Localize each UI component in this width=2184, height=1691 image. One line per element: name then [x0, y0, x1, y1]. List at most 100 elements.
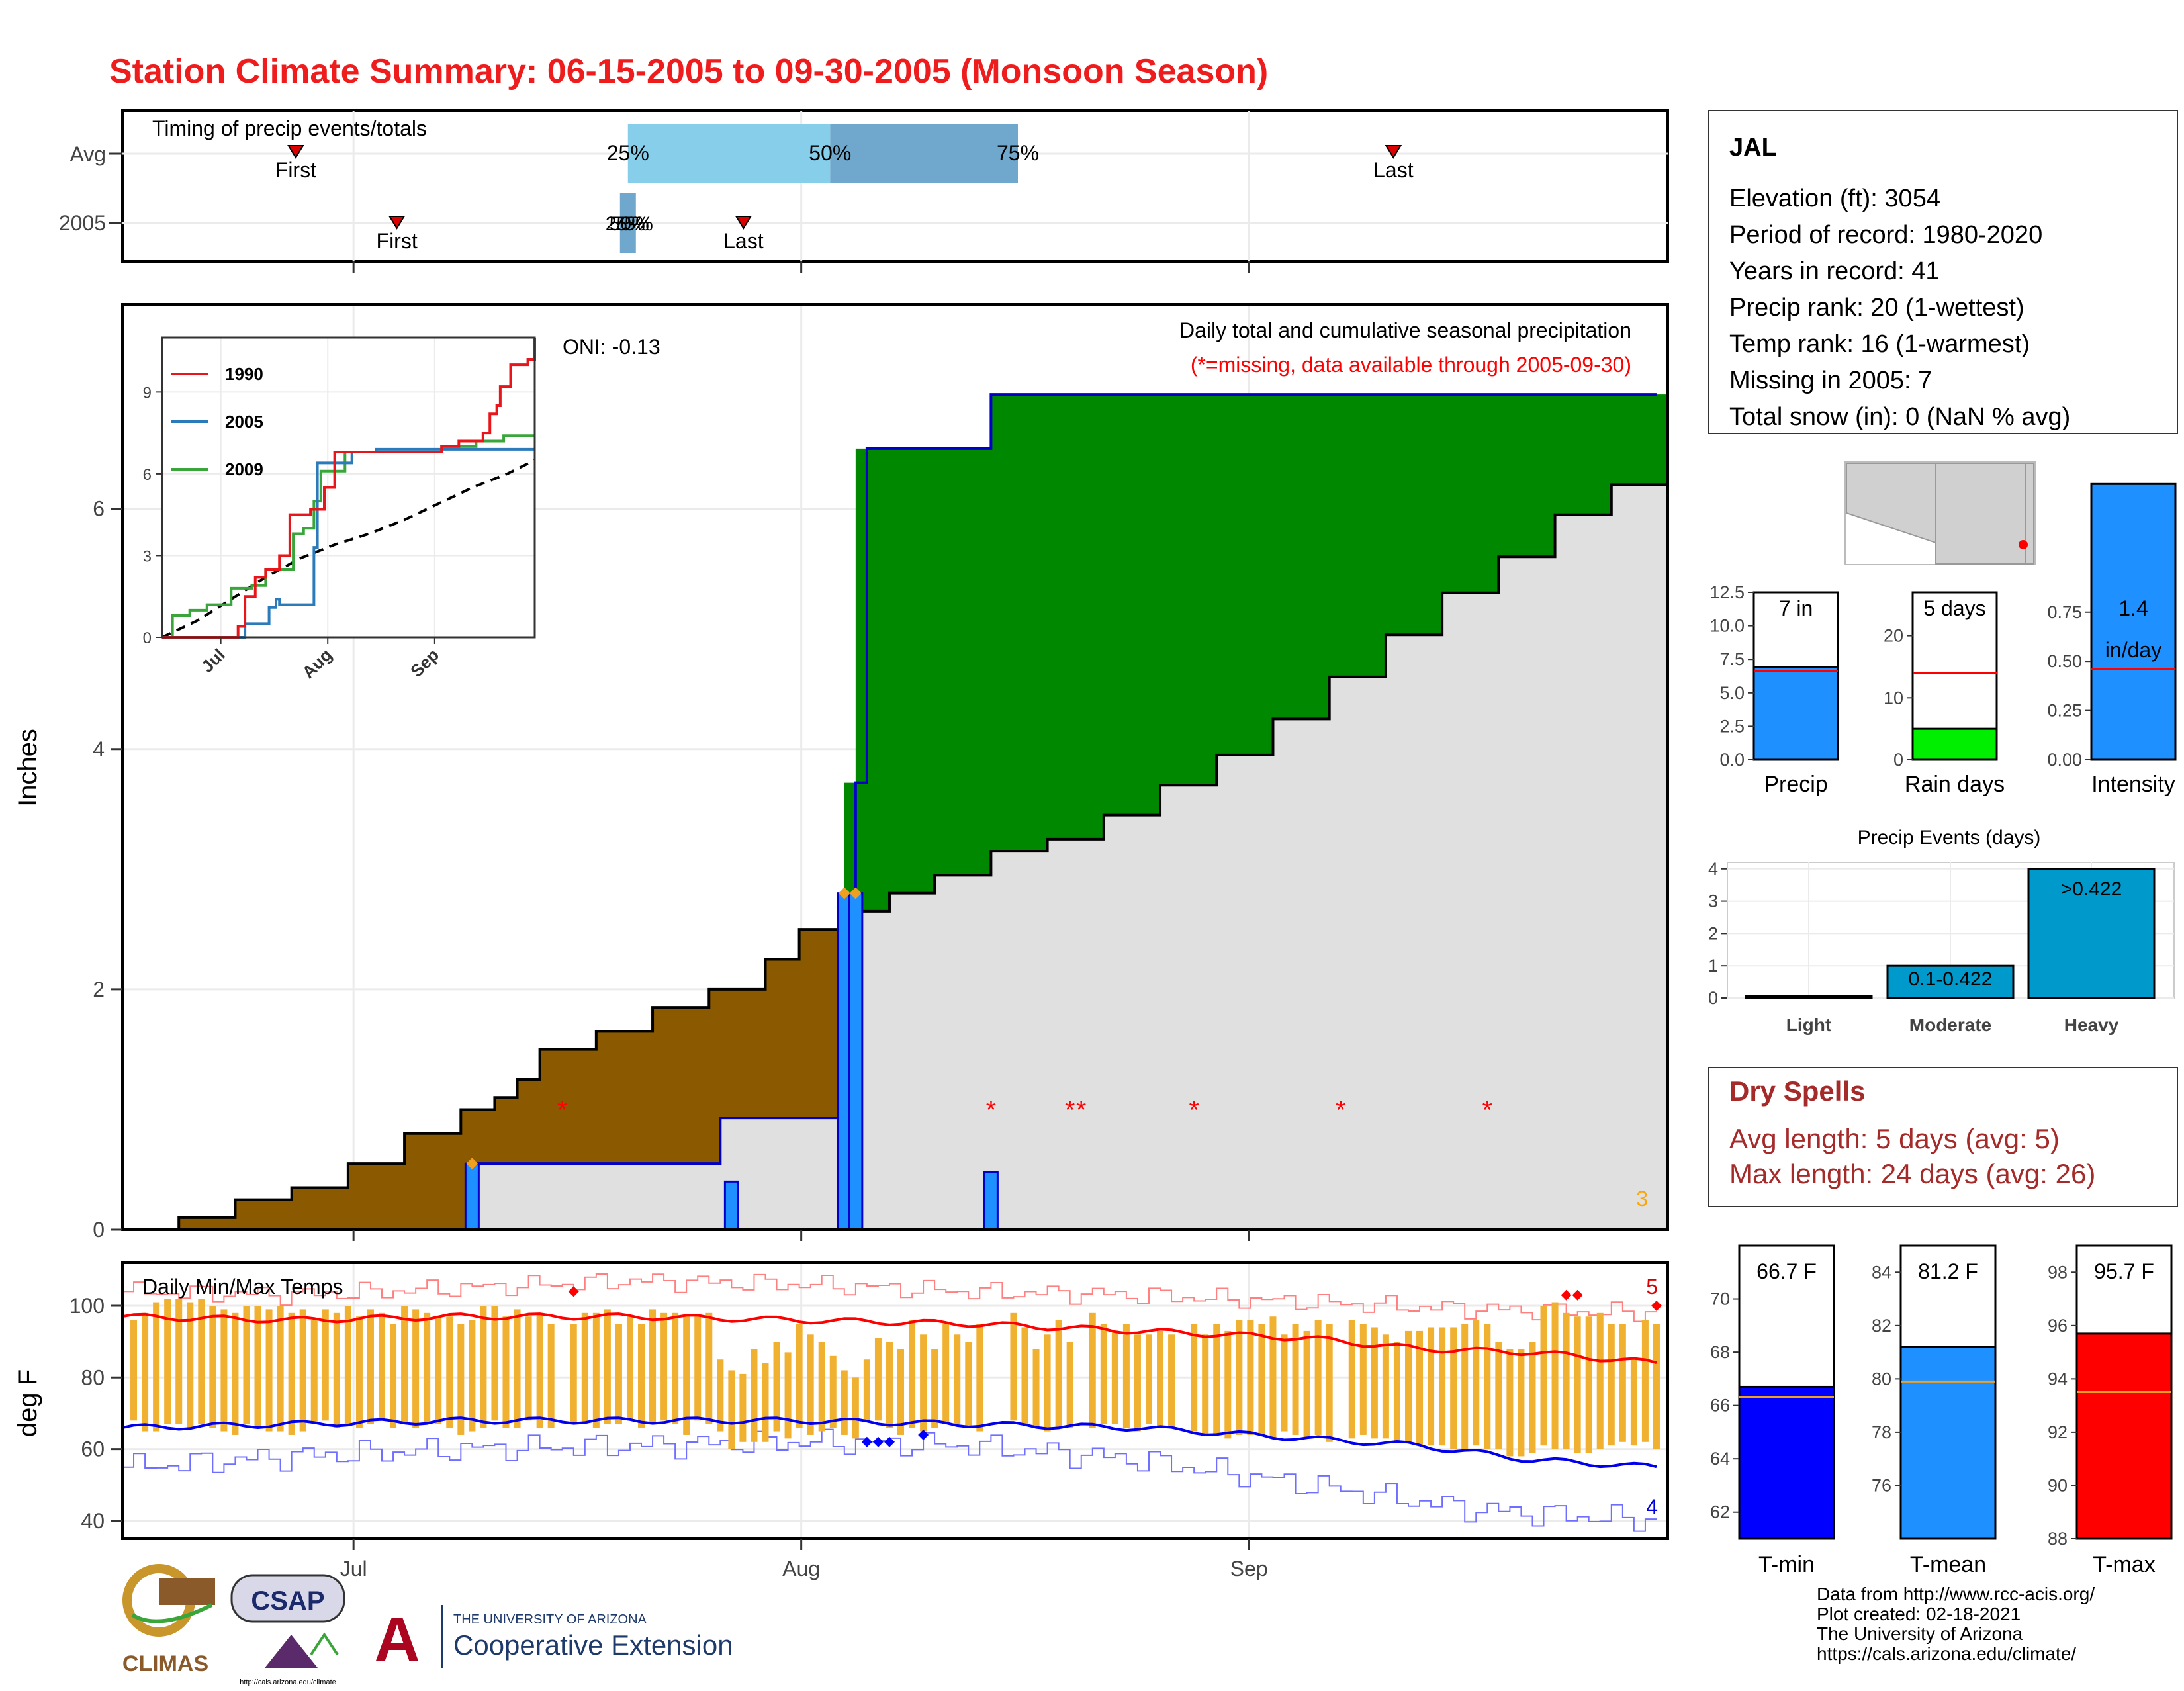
daily-temp-bar — [1416, 1330, 1424, 1446]
daily-temp-bar — [153, 1302, 160, 1432]
inset-avg-line — [161, 459, 535, 639]
daily-temp-bar — [841, 1370, 848, 1435]
timing-label: Timing of precip events/totals — [152, 116, 427, 140]
daily-temp-bar — [1404, 1330, 1412, 1442]
dry-spells-avg: Avg length: 5 days (avg: 5) — [1729, 1123, 2060, 1154]
events-y-tick-label: 2 — [1708, 923, 1718, 943]
daily-temp-bar — [976, 1324, 983, 1432]
mini-bar-label: Rain days — [1905, 772, 2005, 797]
mini-bar-y-tick-label: 7.5 — [1719, 649, 1745, 669]
main-note-1: Daily total and cumulative seasonal prec… — [1179, 318, 1631, 342]
station-info-line: Temp rank: 16 (1-warmest) — [1729, 330, 2030, 358]
daily-temp-bar — [1450, 1327, 1457, 1449]
ua-logo-bg — [361, 1608, 433, 1665]
daily-temp-bar — [1585, 1316, 1592, 1453]
daily-temp-bar — [1473, 1320, 1480, 1446]
daily-temp-bar — [1269, 1316, 1277, 1439]
temp-y-tick-label: 100 — [69, 1294, 105, 1318]
daily-temp-bar — [424, 1312, 431, 1424]
climas-logo-swoosh — [131, 1603, 213, 1623]
station-info-line: Period of record: 1980-2020 — [1729, 221, 2042, 249]
avg-low-line — [122, 1416, 1657, 1469]
events-x-label: Moderate — [1909, 1015, 1991, 1035]
mini-bar-value-label-2: in/day — [2105, 638, 2161, 662]
station-info-line: Precip rank: 20 (1-wettest) — [1729, 294, 2025, 322]
station-info-line: Years in record: 41 — [1729, 257, 1940, 285]
daily-temp-bar — [604, 1309, 611, 1424]
daily-temp-bar — [773, 1342, 780, 1432]
missing-day-star: * — [986, 1095, 997, 1124]
inset-legend-label: 2009 — [225, 459, 263, 479]
daily-temp-bar — [1619, 1324, 1626, 1442]
daily-temp-bar — [491, 1305, 498, 1421]
daily-temp-bar — [931, 1348, 938, 1428]
daily-temp-bar — [367, 1309, 374, 1424]
daily-temp-bar — [909, 1320, 916, 1428]
csap-logo-text: CSAP — [251, 1586, 324, 1616]
daily-temp-bar — [954, 1334, 961, 1424]
temp-summary-value-label: 66.7 F — [1756, 1259, 1817, 1283]
daily-temp-bar — [694, 1316, 702, 1421]
csap-logo-plant — [310, 1632, 339, 1656]
timing-avg-q25-label: 25% — [607, 141, 649, 165]
timing-avg-q50-label: 50% — [809, 141, 851, 165]
daily-temp-bar — [1021, 1327, 1028, 1424]
temp-summary-bar — [1738, 1385, 1835, 1540]
mini-bar-y-tick-label: 0.0 — [1719, 750, 1745, 770]
daily-temp-bar — [164, 1299, 171, 1424]
daily-temp-bar — [1314, 1320, 1322, 1435]
daily-temp-bar — [1202, 1334, 1209, 1435]
daily-temp-bar — [1145, 1334, 1152, 1424]
inset-legend-label: 2005 — [225, 412, 263, 432]
temp-summary-label: T-min — [1758, 1552, 1815, 1577]
events-y-tick-label: 3 — [1708, 891, 1718, 911]
temp-summary-y-tick-label: 98 — [2048, 1262, 2068, 1282]
avg-cumulative-line — [122, 473, 1669, 1231]
mini-bar-value-label: 1.4 — [2118, 596, 2148, 620]
mini-bar-y-tick-label: 0.50 — [2047, 651, 2082, 671]
daily-temp-bar — [1224, 1330, 1232, 1439]
mini-bar-value-label: 5 days — [1923, 596, 1985, 620]
temp-summary-value-label: 95.7 F — [2094, 1259, 2154, 1283]
daily-temp-bar — [220, 1309, 228, 1432]
temp-summary-y-tick-label: 94 — [2048, 1369, 2068, 1389]
daily-temp-bar — [1122, 1324, 1130, 1428]
daily-temp-bar — [435, 1316, 442, 1424]
timing-2005-q75-label: 75% — [614, 213, 653, 235]
inset-panel — [161, 336, 536, 639]
daily-temp-bar — [480, 1305, 487, 1428]
temp-panel-label: Daily Min/Max Temps — [142, 1275, 343, 1299]
daily-temp-bar — [1157, 1330, 1164, 1428]
daily-temp-bar — [1563, 1312, 1570, 1449]
daily-temp-bar — [942, 1324, 950, 1424]
daily-temp-bar — [683, 1316, 690, 1435]
dry-spells-title: Dry Spells — [1729, 1075, 1865, 1107]
daily-temp-bar — [1574, 1316, 1581, 1453]
temp-summary-label: T-max — [2093, 1552, 2155, 1577]
events-x-label: Heavy — [2064, 1015, 2119, 1035]
mini-bar-value-label: 7 in — [1779, 596, 1813, 620]
daily-temp-bar — [412, 1309, 420, 1428]
daily-temp-bar — [547, 1324, 555, 1428]
ua-logo-bottom-text: Cooperative Extension — [453, 1629, 733, 1661]
dry-spells-box — [1708, 1067, 2178, 1207]
daily-temp-bar — [784, 1352, 792, 1439]
daily-temp-bar — [1032, 1348, 1040, 1428]
events-bar — [1745, 995, 1873, 999]
daily-temp-bar — [525, 1316, 532, 1421]
timing-2005-last-label: Last — [723, 229, 764, 253]
main-panel-frame — [121, 303, 1669, 1231]
temp-x-tick-label: Jul — [340, 1557, 367, 1580]
daily-temp-bar — [322, 1309, 329, 1421]
daily-temp-bar — [1653, 1324, 1660, 1449]
daily-temp-bar — [1551, 1302, 1559, 1449]
main-y-tick-label: 2 — [93, 978, 105, 1001]
daily-temp-bar — [1529, 1342, 1536, 1453]
daily-temp-bar — [1168, 1334, 1175, 1428]
daily-temp-bar — [187, 1302, 194, 1428]
daily-temp-bar — [886, 1342, 893, 1428]
record-high-marker — [568, 1286, 579, 1297]
daily-temp-bar — [243, 1305, 250, 1424]
avg-cumulative-area — [122, 473, 1668, 1230]
inset-y-tick-label: 3 — [143, 547, 152, 565]
